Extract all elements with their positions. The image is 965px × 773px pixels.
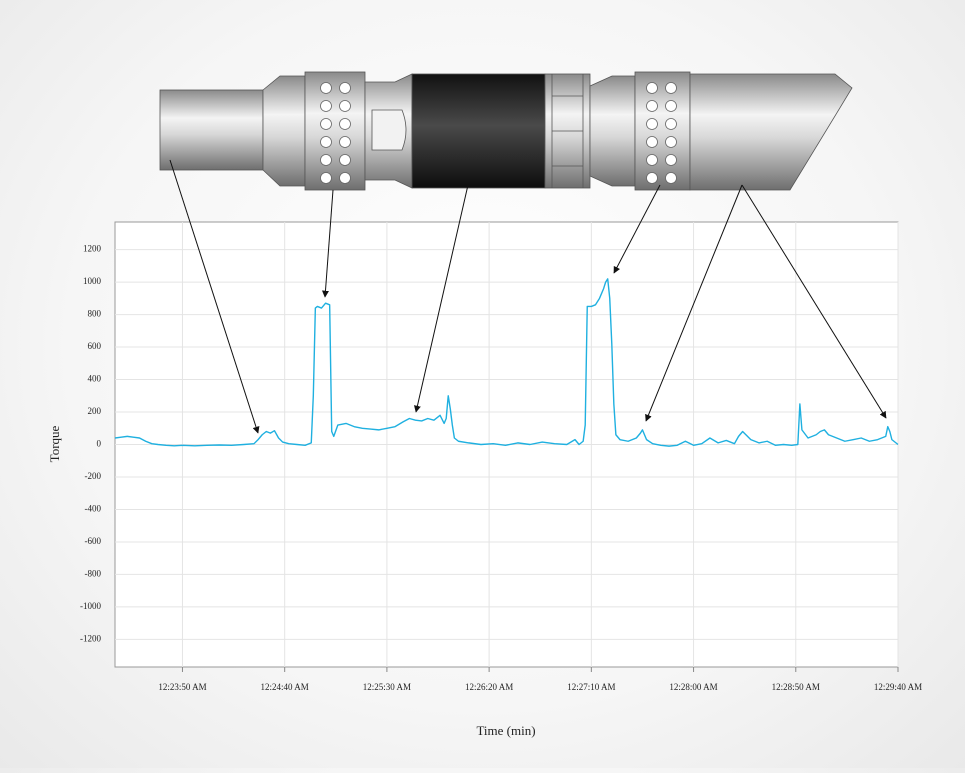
y-tick-label: 1200 bbox=[83, 244, 102, 254]
x-tick-label: 12:23:50 AM bbox=[158, 682, 206, 692]
y-tick-label: 400 bbox=[88, 374, 102, 384]
y-tick-label: -1200 bbox=[80, 633, 101, 643]
chart: -1200 -1000 -800 -600 -400 -200 0 200 400 600 800 1… bbox=[0, 0, 965, 768]
y-tick-label: -800 bbox=[85, 568, 102, 578]
y-tick-label: -200 bbox=[85, 471, 102, 481]
x-tick-label: 12:29:40 AM bbox=[874, 682, 922, 692]
tool-illustration bbox=[160, 72, 852, 190]
y-tick-label: 600 bbox=[88, 341, 102, 351]
page: -1200 -1000 -800 -600 -400 -200 0 200 400 600 800 1… bbox=[0, 0, 965, 768]
y-tick-label: 200 bbox=[88, 406, 102, 416]
x-tick-label: 12:25:30 AM bbox=[363, 682, 411, 692]
x-tick-label: 12:28:50 AM bbox=[772, 682, 820, 692]
x-axis-title: Time (min) bbox=[476, 723, 535, 738]
y-tick-label: 0 bbox=[97, 439, 102, 449]
y-tick-label: -600 bbox=[85, 536, 102, 546]
x-tick-label: 12:28:00 AM bbox=[669, 682, 717, 692]
y-axis-title: Torque bbox=[47, 425, 62, 462]
y-tick-label: -1000 bbox=[80, 601, 101, 611]
x-tick-label: 12:27:10 AM bbox=[567, 682, 615, 692]
y-tick-label: -400 bbox=[85, 504, 102, 514]
y-tick-label: 1000 bbox=[83, 276, 102, 286]
x-tick-label: 12:26:20 AM bbox=[465, 682, 513, 692]
x-tick-label: 12:24:40 AM bbox=[261, 682, 309, 692]
y-tick-label: 800 bbox=[88, 309, 102, 319]
